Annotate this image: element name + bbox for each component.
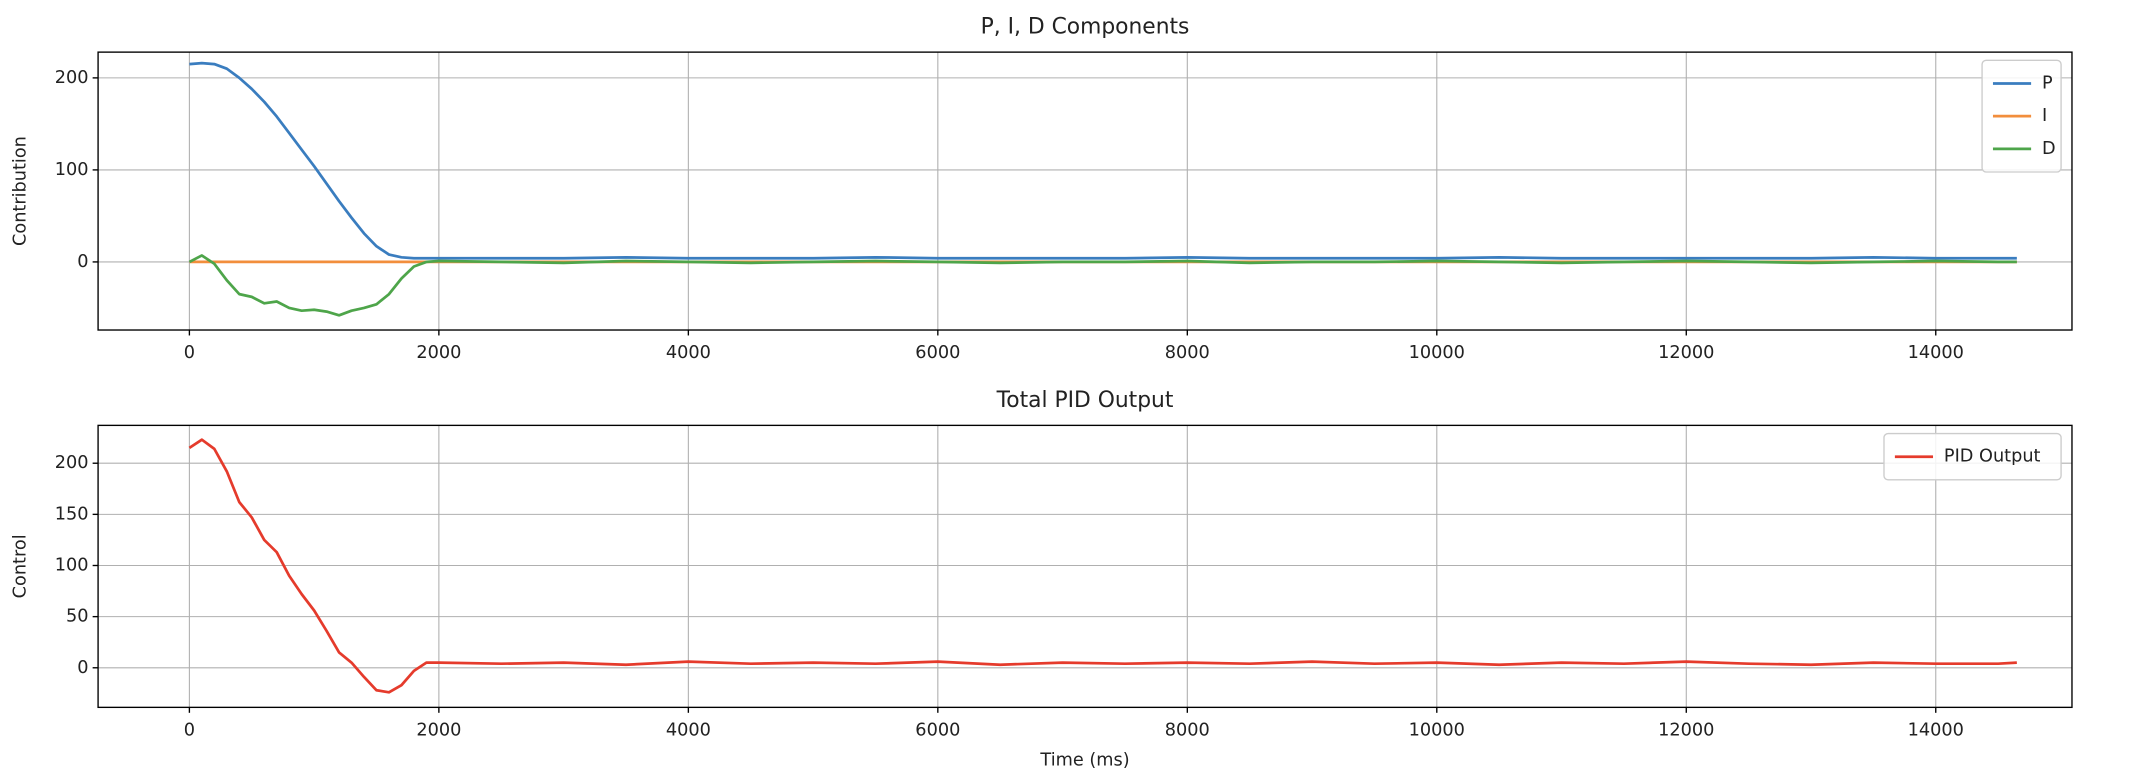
series-line bbox=[188, 438, 2017, 694]
legend-box bbox=[1883, 432, 2062, 481]
y-axis-label: Contribution bbox=[10, 136, 30, 246]
legend-label: P bbox=[2042, 73, 2053, 93]
y-axis-label: Control bbox=[10, 534, 30, 598]
x-tick-label: 0 bbox=[184, 343, 195, 363]
y-tick-label: 0 bbox=[77, 658, 88, 678]
x-tick-label: 12000 bbox=[1658, 721, 1714, 741]
x-tick-label: 4000 bbox=[666, 343, 711, 363]
y-tick-label: 150 bbox=[55, 504, 89, 524]
x-tick-label: 6000 bbox=[915, 343, 960, 363]
x-tick-label: 8000 bbox=[1165, 721, 1210, 741]
x-tick-label: 0 bbox=[184, 721, 195, 741]
chart-title: P, I, D Components bbox=[981, 15, 1190, 40]
x-tick-label: 6000 bbox=[915, 721, 960, 741]
x-axis-label: Time (ms) bbox=[1039, 750, 1129, 770]
legend-label: I bbox=[2042, 106, 2047, 126]
x-tick-label: 2000 bbox=[416, 343, 461, 363]
legend-label: D bbox=[2042, 139, 2056, 159]
y-tick-label: 100 bbox=[55, 555, 89, 575]
x-tick-label: 14000 bbox=[1908, 343, 1964, 363]
legend-label: PID Output bbox=[1944, 447, 2041, 467]
x-tick-label: 14000 bbox=[1908, 721, 1964, 741]
y-tick-label: 200 bbox=[55, 453, 89, 473]
y-tick-label: 100 bbox=[55, 160, 89, 180]
chart-title: Total PID Output bbox=[996, 388, 1174, 413]
x-tick-label: 4000 bbox=[666, 721, 711, 741]
series-line bbox=[189, 61, 2017, 260]
x-tick-label: 8000 bbox=[1165, 343, 1210, 363]
plot-frame bbox=[97, 51, 2073, 331]
x-tick-label: 2000 bbox=[416, 721, 461, 741]
x-tick-label: 10000 bbox=[1409, 721, 1465, 741]
series-line bbox=[188, 254, 2017, 317]
x-tick-label: 10000 bbox=[1409, 343, 1465, 363]
y-tick-label: 200 bbox=[55, 68, 89, 88]
y-tick-label: 50 bbox=[66, 607, 89, 627]
y-tick-label: 0 bbox=[77, 252, 88, 272]
plot-frame bbox=[97, 424, 2073, 709]
x-tick-label: 12000 bbox=[1658, 343, 1714, 363]
